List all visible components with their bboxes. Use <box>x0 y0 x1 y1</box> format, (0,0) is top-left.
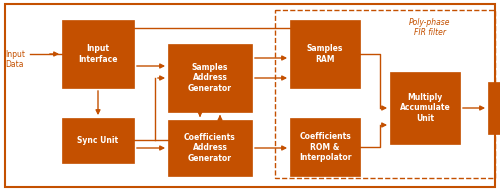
Bar <box>290 118 360 176</box>
Bar <box>168 44 252 112</box>
Bar <box>62 20 134 88</box>
Text: Multiply
Accumulate
Unit: Multiply Accumulate Unit <box>400 93 450 123</box>
Bar <box>290 20 360 88</box>
Bar <box>390 72 460 144</box>
Bar <box>488 82 500 134</box>
Text: Samples
Address
Generator: Samples Address Generator <box>188 63 232 93</box>
Text: Coefficients
Address
Generator: Coefficients Address Generator <box>184 133 236 163</box>
Text: Poly-phase
FIR filter: Poly-phase FIR filter <box>409 18 451 37</box>
Text: Coefficients
ROM &
Interpolator: Coefficients ROM & Interpolator <box>299 132 351 162</box>
Text: Input
Data: Input Data <box>5 50 25 69</box>
Bar <box>62 118 134 163</box>
Text: Sync Unit: Sync Unit <box>78 136 118 145</box>
Bar <box>275 10 495 178</box>
Text: Samples
RAM: Samples RAM <box>307 44 343 64</box>
Text: Input
Interface: Input Interface <box>78 44 118 64</box>
Bar <box>168 120 252 176</box>
